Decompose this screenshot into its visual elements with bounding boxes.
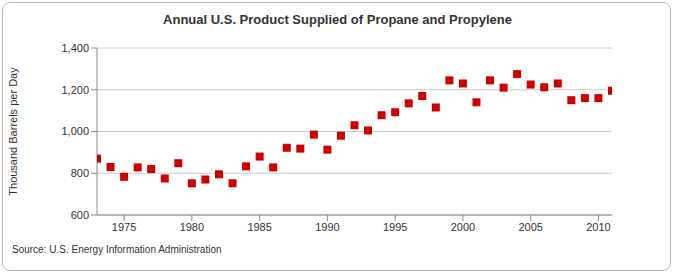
html-text:Source: U.S. Energy Informatio: Source: U.S. Energy Information Administ… — [12, 244, 222, 255]
svg-text:1975: 1975 — [112, 221, 136, 233]
svg-text:1980: 1980 — [180, 221, 204, 233]
html-text:Annual U.S. Product Supplied o: Annual U.S. Product Supplied of Propane … — [163, 12, 512, 27]
svg-text:1,000: 1,000 — [61, 125, 89, 137]
svg-text:600: 600 — [71, 209, 89, 221]
svg-text:1995: 1995 — [383, 221, 407, 233]
svg-text:1985: 1985 — [247, 221, 271, 233]
svg-text:2005: 2005 — [518, 221, 542, 233]
svg-text:800: 800 — [71, 167, 89, 179]
svg-text:2000: 2000 — [451, 221, 475, 233]
svg-text:1,400: 1,400 — [61, 42, 89, 54]
svg-text:1,200: 1,200 — [61, 84, 89, 96]
svg-text:1990: 1990 — [315, 221, 339, 233]
svg-text:Thousand Barrels per Day: Thousand Barrels per Day — [8, 67, 19, 196]
svg-text:2010: 2010 — [586, 221, 610, 233]
